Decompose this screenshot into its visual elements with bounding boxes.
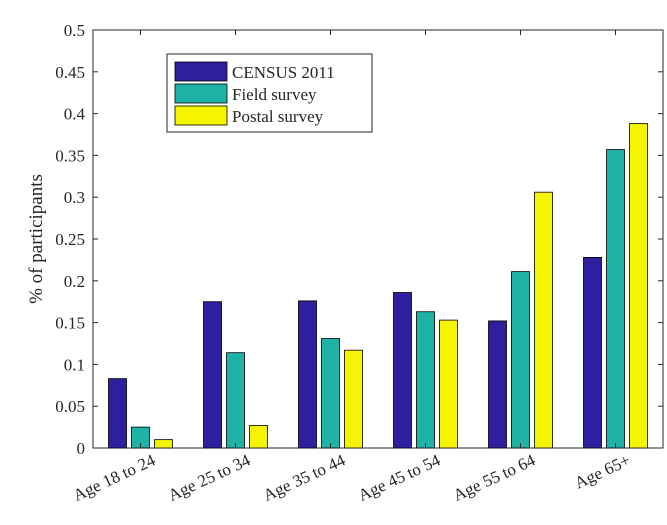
bar-2-4: [416, 311, 435, 449]
bar-3-1: [154, 439, 173, 449]
bar-2-3: [321, 338, 340, 449]
bar-3-4: [439, 319, 458, 449]
y-axis: 0 0.05 0.1 0.15 0.2 0.25 0.3 0.35 0.4 0.45 0.5: [55, 21, 663, 458]
bar-1-6: [583, 256, 602, 449]
bar-1-3: [298, 300, 317, 449]
y-tick-label: 0.15: [55, 314, 85, 333]
legend-label: Field survey: [232, 85, 317, 104]
bar-1-4: [393, 292, 412, 449]
bar-1-2: [203, 301, 222, 449]
legend-swatch: [174, 83, 228, 104]
y-tick-label: 0.2: [64, 272, 85, 291]
y-tick-label: 0.5: [64, 21, 85, 40]
legend-label: CENSUS 2011: [232, 63, 335, 82]
y-tick-label: 0.1: [64, 355, 85, 374]
y-tick-label: 0.25: [55, 230, 85, 249]
y-axis-label: % of participants: [26, 174, 47, 304]
y-tick-label: 0.05: [55, 397, 85, 416]
y-tick-label: 0.3: [64, 188, 85, 207]
y-tick-label: 0.35: [55, 146, 85, 165]
bar-2-6: [606, 149, 625, 449]
bar-group: [108, 123, 648, 449]
bar-3-5: [534, 191, 553, 449]
bar-1-1: [108, 378, 127, 449]
y-tick-label: 0.4: [64, 105, 86, 124]
bar-1-5: [488, 320, 507, 449]
legend-swatch: [174, 61, 228, 82]
y-tick-label: 0: [77, 439, 86, 458]
legend-label: Postal survey: [232, 107, 324, 126]
legend: CENSUS 2011 Field survey Postal survey: [166, 53, 373, 133]
bar-3-2: [249, 425, 268, 449]
legend-swatch: [174, 105, 228, 126]
bar-3-6: [629, 123, 648, 449]
bar-2-5: [511, 271, 530, 449]
bar-2-2: [226, 352, 245, 449]
bar-3-3: [344, 349, 363, 449]
y-tick-label: 0.45: [55, 63, 85, 82]
